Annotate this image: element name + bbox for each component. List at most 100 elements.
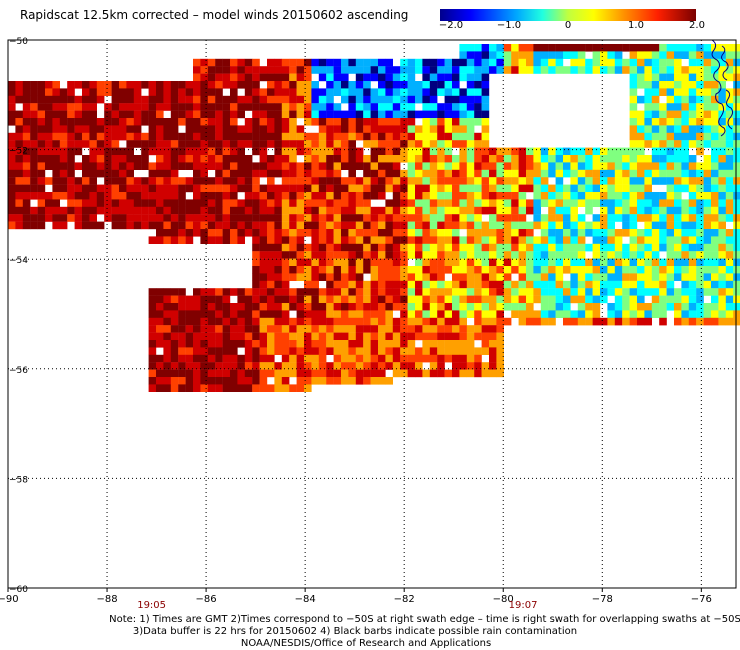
wind-cell xyxy=(481,310,490,318)
wind-cell xyxy=(267,295,275,304)
wind-cell xyxy=(496,177,504,185)
wind-cell xyxy=(444,95,453,104)
wind-cell xyxy=(577,266,586,274)
wind-cell xyxy=(481,280,490,289)
wind-cell xyxy=(259,354,268,363)
wind-cell xyxy=(703,236,712,244)
wind-cell xyxy=(363,325,371,333)
wind-cell xyxy=(622,184,630,193)
wind-cell xyxy=(141,110,149,119)
wind-cell xyxy=(156,310,164,318)
wind-cell xyxy=(333,192,342,200)
wind-cell xyxy=(614,288,623,296)
wind-cell xyxy=(555,266,564,274)
wind-cell xyxy=(392,140,401,148)
wind-cell xyxy=(725,155,734,163)
wind-cell xyxy=(385,103,393,111)
wind-cell xyxy=(178,354,186,363)
wind-cell xyxy=(237,303,245,311)
wind-cell xyxy=(407,95,416,104)
wind-cell xyxy=(622,44,630,52)
wind-cell xyxy=(333,354,342,363)
wind-cell xyxy=(119,110,127,119)
wind-cell xyxy=(193,66,201,74)
wind-cell xyxy=(703,140,712,148)
wind-cell xyxy=(207,236,216,244)
wind-cell xyxy=(326,177,334,185)
wind-cell xyxy=(59,125,68,133)
wind-cell xyxy=(459,88,467,96)
wind-cell xyxy=(274,369,282,378)
wind-cell xyxy=(600,192,608,200)
wind-cell xyxy=(644,103,652,111)
wind-cell xyxy=(459,169,467,178)
wind-cell xyxy=(563,251,571,259)
wind-cell xyxy=(666,221,675,230)
wind-cell xyxy=(355,377,364,385)
wind-cell xyxy=(200,332,208,341)
wind-cell xyxy=(607,66,615,74)
wind-cell xyxy=(185,162,194,170)
wind-cell xyxy=(570,58,578,67)
wind-cell xyxy=(437,169,445,178)
wind-cell xyxy=(370,155,379,163)
wind-cell xyxy=(585,199,593,207)
wind-cell xyxy=(296,214,305,222)
wind-cell xyxy=(489,347,497,355)
wind-cell xyxy=(548,243,556,252)
wind-cell xyxy=(474,132,482,141)
wind-cell xyxy=(555,206,564,215)
wind-cell xyxy=(193,118,201,126)
wind-cell xyxy=(496,184,504,193)
wind-cell xyxy=(622,199,630,207)
wind-cell xyxy=(348,140,356,148)
wind-cell xyxy=(215,66,223,74)
wind-cell xyxy=(378,310,386,318)
wind-cell xyxy=(89,177,97,185)
wind-cell xyxy=(444,347,453,355)
wind-cell xyxy=(629,243,638,252)
wind-cell xyxy=(466,199,475,207)
wind-cell xyxy=(215,177,223,185)
wind-cell xyxy=(407,229,416,237)
wind-cell xyxy=(30,162,38,170)
wind-cell xyxy=(711,177,719,185)
wind-cell xyxy=(215,362,223,370)
wind-cell xyxy=(422,266,430,274)
wind-cell xyxy=(318,295,327,304)
wind-cell xyxy=(666,266,675,274)
wind-cell xyxy=(259,347,268,355)
wind-cell xyxy=(629,51,638,59)
wind-cell xyxy=(577,288,586,296)
wind-cell xyxy=(511,258,519,267)
wind-cell xyxy=(326,155,334,163)
wind-cell xyxy=(222,229,231,237)
wind-cell xyxy=(481,303,490,311)
wind-cell xyxy=(511,280,519,289)
wind-cell xyxy=(452,155,460,163)
wind-cell xyxy=(163,377,171,385)
wind-cell xyxy=(415,229,423,237)
wind-cell xyxy=(674,266,682,274)
wind-cell xyxy=(74,95,83,104)
wind-cell xyxy=(385,317,393,326)
wind-cell xyxy=(252,354,260,363)
wind-cell xyxy=(193,169,201,178)
wind-cell xyxy=(148,325,157,333)
wind-cell xyxy=(415,347,423,355)
wind-cell xyxy=(200,354,208,363)
wind-cell xyxy=(207,332,216,341)
wind-cell xyxy=(348,243,356,252)
wind-cell xyxy=(422,118,430,126)
wind-cell xyxy=(415,310,423,318)
wind-cell xyxy=(681,199,689,207)
wind-cell xyxy=(489,303,497,311)
wind-cell xyxy=(651,236,660,244)
wind-cell xyxy=(348,155,356,163)
wind-cell xyxy=(452,88,460,96)
wind-cell xyxy=(733,192,740,200)
wind-cell xyxy=(474,258,482,267)
wind-cell xyxy=(496,58,504,67)
wind-cell xyxy=(629,214,638,222)
wind-cell xyxy=(341,118,349,126)
